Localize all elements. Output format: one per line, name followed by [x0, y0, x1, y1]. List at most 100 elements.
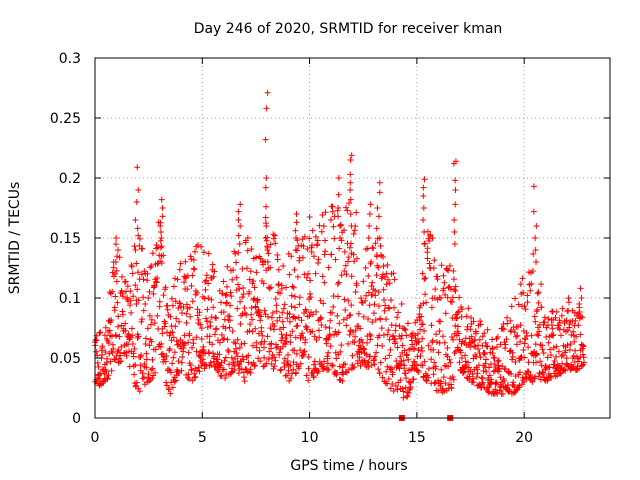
data-point — [227, 302, 234, 309]
data-point — [217, 362, 224, 369]
data-point — [578, 363, 585, 370]
data-point — [232, 340, 239, 347]
data-point — [237, 298, 244, 305]
data-point — [420, 300, 427, 307]
data-point — [157, 223, 164, 229]
data-point — [514, 332, 521, 339]
data-point — [171, 275, 178, 282]
data-point — [153, 241, 160, 248]
data-point — [570, 328, 577, 335]
data-point — [271, 354, 278, 361]
data-point — [274, 317, 281, 324]
data-point — [573, 333, 580, 340]
data-point — [347, 157, 354, 163]
data-point — [375, 366, 382, 373]
data-point — [167, 369, 174, 376]
data-point — [216, 351, 223, 358]
data-point — [136, 388, 143, 395]
data-point — [570, 353, 577, 360]
data-point — [271, 323, 278, 330]
data-point — [447, 286, 454, 293]
data-point — [578, 295, 585, 301]
data-point — [270, 365, 277, 372]
data-point — [330, 223, 337, 230]
data-point — [423, 299, 430, 306]
data-point — [327, 343, 334, 350]
data-point — [109, 269, 116, 276]
data-point — [211, 268, 218, 275]
data-point — [355, 310, 362, 317]
data-point — [249, 316, 256, 323]
data-point — [364, 339, 371, 346]
data-point — [291, 293, 298, 300]
data-point — [467, 326, 474, 333]
data-point — [383, 316, 390, 323]
data-point — [447, 359, 454, 366]
data-point — [299, 254, 306, 261]
data-point — [110, 345, 117, 352]
data-point — [491, 361, 498, 368]
data-point — [369, 291, 376, 298]
data-point — [452, 322, 459, 329]
data-point — [108, 317, 115, 324]
data-point — [311, 333, 318, 340]
data-point — [481, 351, 488, 358]
data-point — [493, 379, 500, 386]
data-point — [509, 353, 516, 360]
data-point — [335, 329, 342, 336]
data-point — [113, 235, 120, 241]
data-point — [521, 302, 528, 309]
data-point — [208, 275, 215, 282]
data-point — [421, 275, 428, 282]
data-point — [455, 308, 462, 315]
data-point — [311, 253, 317, 260]
data-point — [265, 250, 272, 257]
data-point — [368, 259, 375, 266]
data-point — [273, 308, 280, 315]
data-point — [392, 382, 399, 389]
data-point — [281, 301, 288, 308]
data-point — [425, 342, 432, 349]
data-point — [267, 264, 274, 271]
data-point — [318, 322, 325, 329]
y-axis-label: SRMTID / TECUs — [7, 182, 23, 295]
data-point — [252, 362, 259, 369]
data-point — [295, 365, 302, 372]
data-point — [139, 316, 146, 323]
data-point — [390, 388, 397, 395]
data-point — [507, 328, 514, 335]
data-point — [346, 244, 353, 251]
data-point — [288, 253, 295, 260]
data-point — [309, 242, 316, 249]
data-point — [281, 360, 288, 367]
data-point — [533, 223, 540, 229]
data-point — [492, 364, 499, 371]
data-point — [228, 354, 235, 361]
data-point — [149, 375, 156, 382]
data-point — [107, 358, 114, 365]
data-point — [331, 235, 338, 242]
data-point — [140, 276, 147, 283]
data-point — [99, 351, 106, 358]
data-point — [517, 322, 524, 329]
data-point — [517, 338, 524, 345]
data-point — [268, 340, 275, 347]
data-point — [386, 280, 393, 287]
data-point — [403, 393, 410, 400]
data-point — [398, 335, 405, 342]
data-point — [221, 335, 228, 342]
data-point — [182, 258, 189, 265]
data-point — [315, 368, 322, 375]
data-point — [286, 318, 293, 325]
data-point — [424, 255, 431, 262]
data-point — [386, 305, 393, 312]
data-point — [309, 227, 316, 234]
data-point — [190, 340, 197, 347]
data-point — [415, 369, 422, 376]
data-point — [262, 184, 269, 191]
data-point — [229, 328, 236, 335]
data-point — [576, 308, 583, 315]
data-point — [178, 359, 185, 366]
data-point — [292, 247, 299, 253]
data-point — [449, 374, 456, 381]
